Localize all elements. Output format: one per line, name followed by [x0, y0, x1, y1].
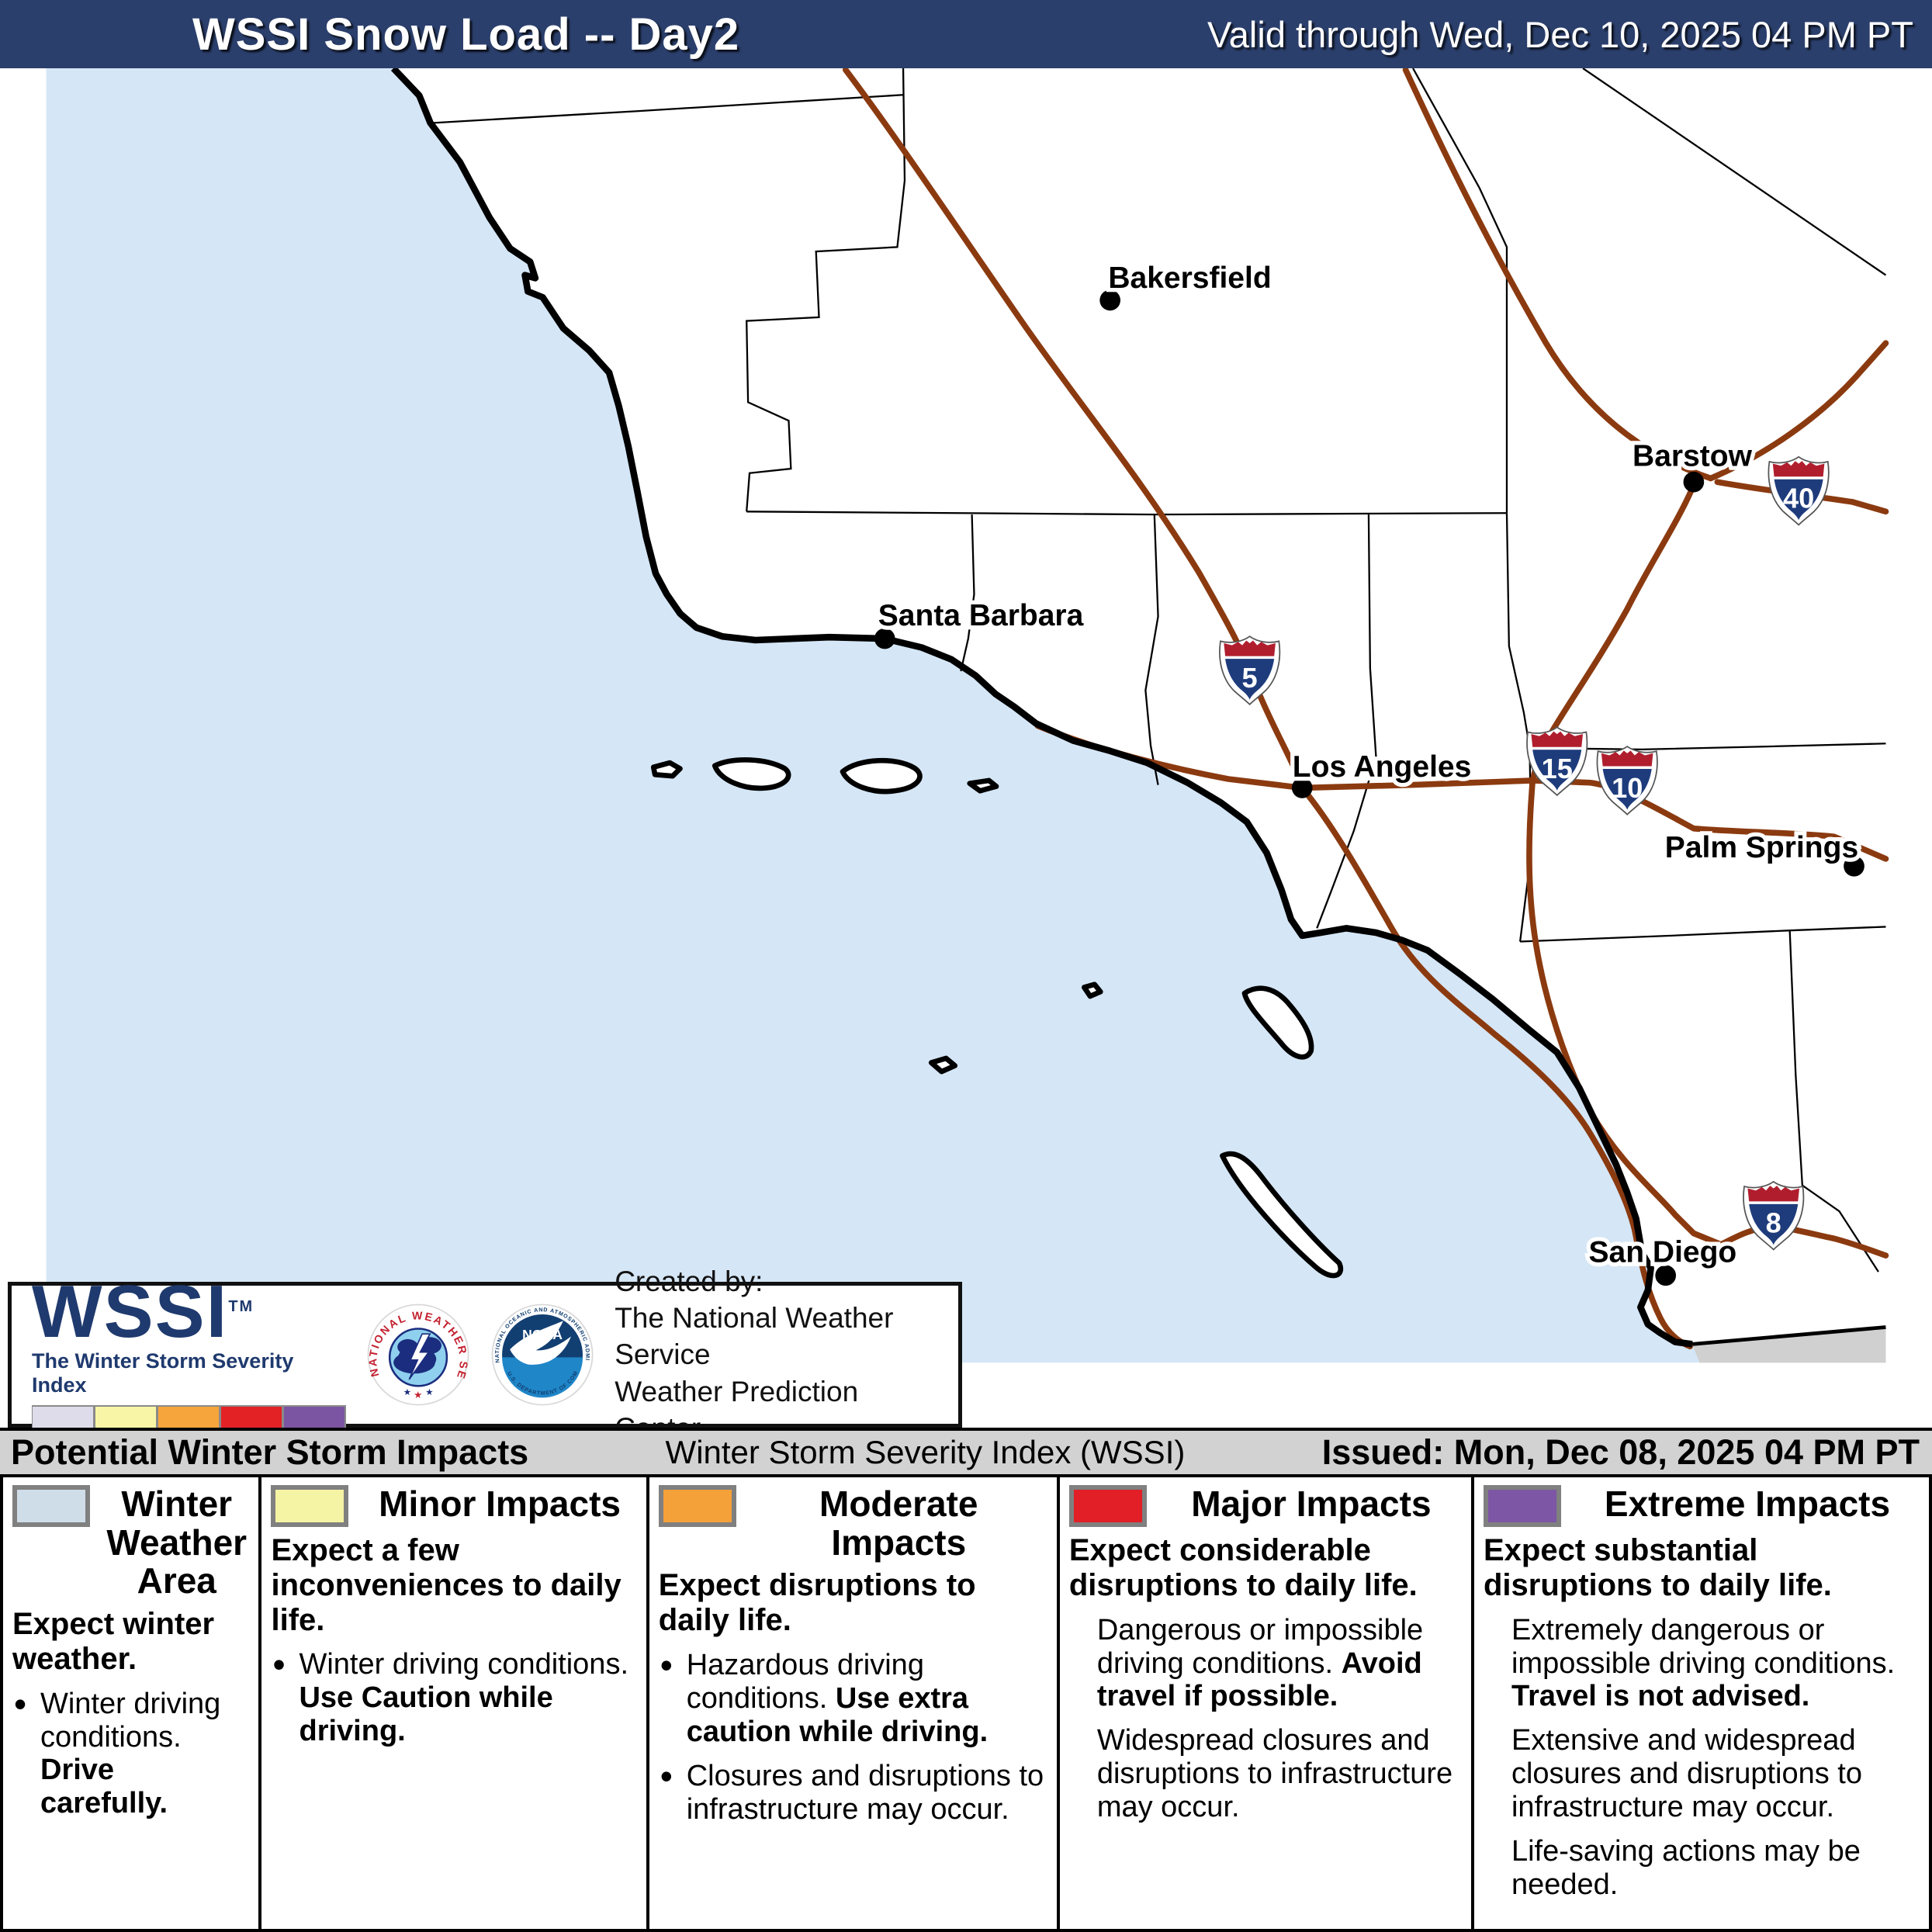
page-title: WSSI Snow Load -- Day2 [192, 9, 740, 60]
legend-column-winter-weather-area: Winter Weather Area Expect winter weather… [3, 1477, 258, 1929]
legend-lead-winter-weather-area: Expect winter weather. [12, 1607, 215, 1676]
mexico-region [1691, 1327, 1886, 1363]
legend-column-extreme-impacts: Extreme Impacts Expect substantial disrup… [1470, 1477, 1929, 1929]
legend-item: Winter driving conditions. Use Caution w… [271, 1645, 636, 1748]
legend-header-major-impacts: Major Impacts [1068, 1484, 1462, 1527]
legend-item: Winter driving conditions. Drive careful… [12, 1684, 249, 1821]
legend-swatch-major-impacts [1068, 1485, 1147, 1527]
city-dot-santa-barbara [874, 628, 895, 649]
legend-item: Dangerous or impossible driving conditio… [1096, 1613, 1424, 1713]
map-svg: 5 40 15 10 8 Bakersfield Barstow Santa Barbara L… [46, 68, 1889, 1363]
map-area: 5 40 15 10 8 Bakersfield Barstow Santa Barbara L… [0, 68, 1932, 1428]
valid-through-label: Valid through Wed, Dec 10, 2025 04 PM PT [1207, 13, 1913, 55]
svg-text:★: ★ [425, 1387, 434, 1397]
title-bar: WSSI Snow Load -- Day2 Valid through Wed… [0, 0, 1932, 68]
legend-header-winter-weather-area: Winter Weather Area [12, 1484, 249, 1601]
legend-item: Closures and disruptions to infrastructu… [659, 1757, 1047, 1826]
city-dot-los-angeles [1291, 777, 1313, 798]
city-dot-san-diego [1655, 1265, 1677, 1286]
wssi-subtitle: Winter Storm Severity Index (WSSI) [665, 1434, 1186, 1470]
city-label-san-diego: San Diego [1589, 1236, 1737, 1269]
svg-text:NOAA: NOAA [522, 1327, 563, 1342]
legend-column-major-impacts: Major Impacts Expect considerable disrupt… [1056, 1477, 1471, 1929]
city-dot-barstow [1683, 471, 1705, 493]
legend-title-winter-weather-area: Winter Weather Area [106, 1484, 248, 1601]
legend-item: Extensive and widespread closures and di… [1511, 1724, 1862, 1824]
wssi-acronym: WSSI [32, 1270, 229, 1354]
city-label-barstow: Barstow [1633, 439, 1753, 473]
legend-title-major-impacts: Major Impacts [1191, 1484, 1432, 1524]
legend-header-moderate-impacts: Moderate Impacts [658, 1484, 1047, 1563]
nws-logo-icon: NATIONAL WEATHER SERVICE ★ ★ ★ [366, 1296, 469, 1406]
city-label-santa-barbara: Santa Barbara [878, 599, 1084, 632]
legend-header-minor-impacts: Minor Impacts [271, 1484, 636, 1527]
legend-item: Extremely dangerous or impossible drivin… [1511, 1613, 1896, 1713]
interstate-8-number: 8 [1766, 1207, 1781, 1239]
impacts-bar-title: Potential Winter Storm Impacts [11, 1432, 529, 1472]
city-label-los-angeles: Los Angeles [1293, 750, 1472, 784]
city-label-palm-springs: Palm Springs [1665, 831, 1858, 864]
wssi-tagline: The Winter Storm Severity Index [32, 1349, 294, 1397]
svg-text:★: ★ [403, 1387, 412, 1397]
coastline [390, 68, 1693, 1348]
legend: Winter Weather Area Expect winter weather… [0, 1477, 1932, 1932]
wssi-credit-box: WSSITM The Winter Storm Severity Index N… [8, 1265, 962, 1444]
legend-lead-moderate-impacts: Expect disruptions to daily life. [658, 1568, 976, 1638]
svg-text:★: ★ [414, 1390, 422, 1401]
trademark: TM [228, 1298, 254, 1316]
interstate-40-number: 40 [1783, 483, 1814, 514]
city-label-bakersfield: Bakersfield [1108, 261, 1271, 295]
california-land [393, 68, 1886, 1345]
legend-column-minor-impacts: Minor Impacts Expect a few inconveniences… [258, 1477, 646, 1929]
legend-swatch-moderate-impacts [658, 1485, 736, 1527]
created-by-text: Created by: The National Weather Service… [615, 1263, 952, 1447]
legend-item: Widespread closures and disruptions to i… [1096, 1724, 1453, 1824]
created-by-line: Weather Prediction Center [615, 1375, 859, 1444]
legend-swatch-extreme-impacts [1483, 1485, 1561, 1527]
legend-header-extreme-impacts: Extreme Impacts [1483, 1484, 1920, 1527]
noaa-logo-icon: NOAA NATIONAL OCEANIC AND ATMOSPHERIC AD… [490, 1298, 594, 1406]
legend-lead-major-impacts: Expect considerable disruptions to daily… [1068, 1533, 1418, 1602]
issued-bar: Potential Winter Storm Impacts Winter St… [0, 1428, 1932, 1477]
city-dot-bakersfield [1099, 289, 1121, 311]
channel-islands [650, 757, 1343, 1279]
legend-column-moderate-impacts: Moderate Impacts Expect disruptions to da… [646, 1477, 1057, 1929]
legend-swatch-winter-weather-area [12, 1485, 90, 1527]
legend-lead-minor-impacts: Expect a few inconveniences to daily lif… [271, 1533, 621, 1637]
issued-timestamp: Issued: Mon, Dec 08, 2025 04 PM PT [1321, 1432, 1920, 1472]
legend-title-minor-impacts: Minor Impacts [379, 1484, 621, 1524]
map-markers: 5 40 15 10 8 Bakersfield Barstow Santa Barbara L… [874, 258, 1864, 1286]
interstate-10-number: 10 [1612, 772, 1643, 804]
interstate-15-number: 15 [1542, 753, 1573, 784]
interstate-5-number: 5 [1242, 662, 1258, 694]
legend-item: Hazardous driving conditions. Use extra … [659, 1646, 1047, 1749]
legend-item: Life-saving actions may be needed. [1511, 1835, 1861, 1902]
created-by-line: The National Weather Service [615, 1301, 894, 1371]
legend-title-moderate-impacts: Moderate Impacts [819, 1484, 978, 1563]
created-by-line: Created by: [615, 1265, 763, 1297]
mexico-border-line [1691, 1325, 1886, 1346]
legend-title-extreme-impacts: Extreme Impacts [1604, 1484, 1891, 1524]
legend-lead-extreme-impacts: Expect substantial disruptions to daily … [1483, 1533, 1832, 1602]
legend-swatch-minor-impacts [271, 1485, 349, 1527]
city-dot-palm-springs [1844, 856, 1864, 877]
wssi-logo: WSSITM The Winter Storm Severity Index [32, 1275, 346, 1433]
